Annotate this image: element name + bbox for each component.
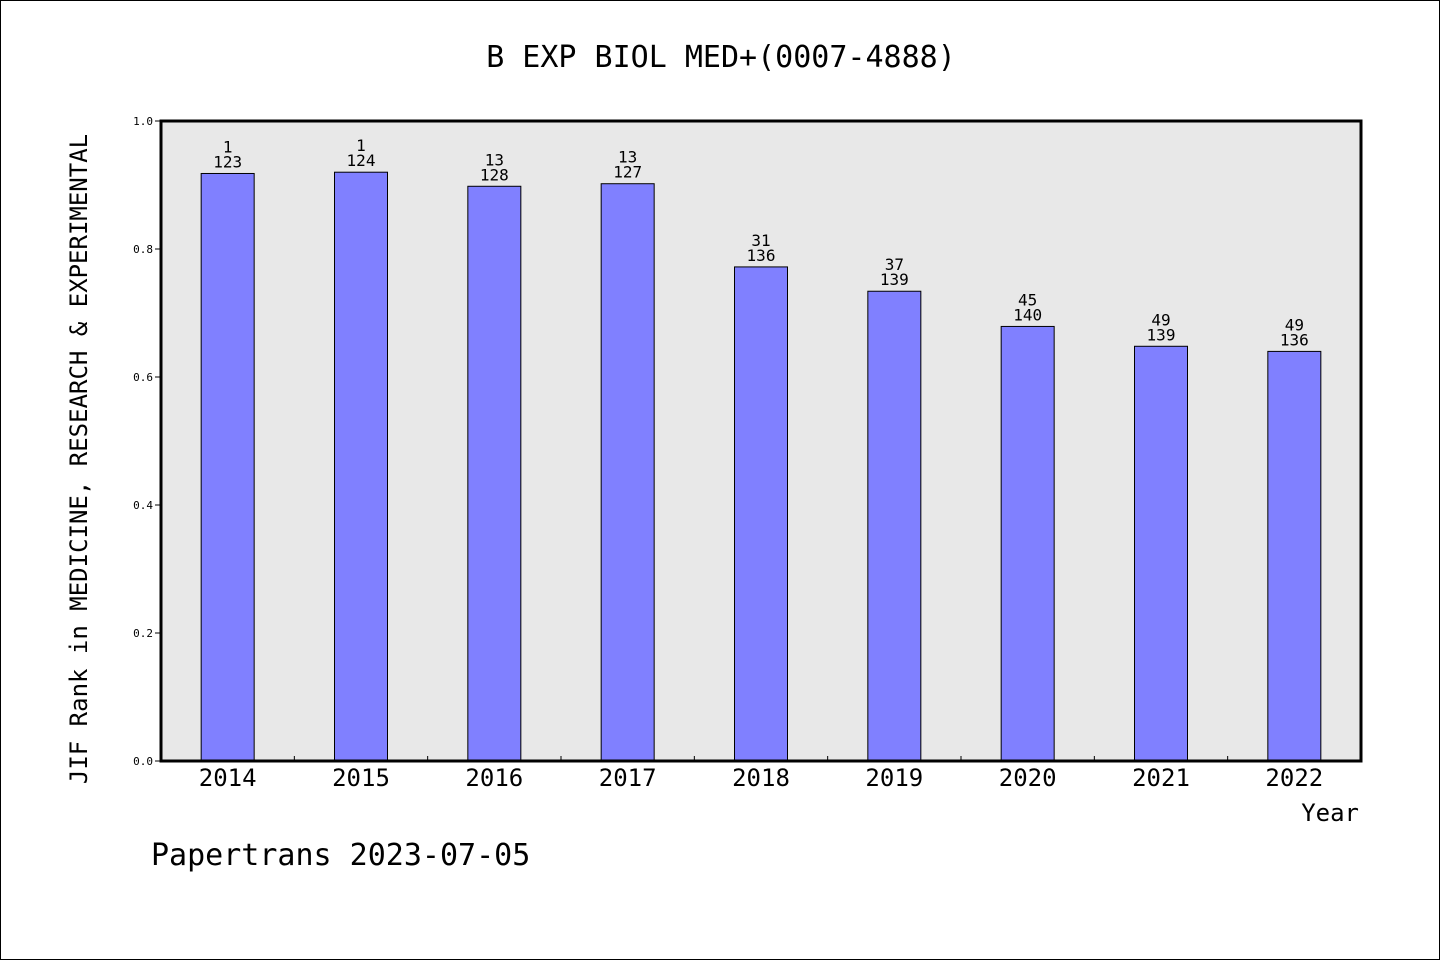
bar-total-label-2021: 139	[1147, 325, 1176, 344]
x-tick-label-2021: 2021	[1132, 764, 1190, 792]
y-tick-label: 0.2	[133, 627, 153, 640]
bar-total-label-2018: 136	[747, 246, 776, 265]
bar-2021	[1134, 345, 1188, 762]
bar-rank-label-2018: 31	[751, 231, 770, 250]
bar-total-label-2020: 140	[1013, 305, 1042, 324]
x-tick-label-2022: 2022	[1265, 764, 1323, 792]
x-ticks-group: 2014 2015 2016 2017 2018 2019 2020 2021 2022	[199, 756, 1323, 792]
bar-total-label-2014: 123	[213, 152, 242, 171]
bar-total-label-2017: 127	[613, 163, 642, 182]
bar-2019	[867, 290, 922, 762]
bar-rank-label-2016: 13	[485, 150, 504, 169]
bar-rank-label-2021: 49	[1151, 310, 1170, 329]
y-axis-label: JIF Rank in MEDICINE, RESEARCH & EXPERIM…	[65, 134, 93, 784]
bar-2022	[1267, 350, 1322, 762]
bar-rank-label-2014: 1	[223, 137, 233, 156]
x-tick-label-2014: 2014	[199, 764, 257, 792]
x-tick-label-2020: 2020	[999, 764, 1057, 792]
bar-2014	[200, 172, 255, 762]
bar-2016	[467, 185, 522, 762]
bar-total-label-2015: 124	[347, 151, 376, 170]
y-tick-label: 1.0	[133, 115, 153, 128]
y-tick-label: 0.6	[133, 371, 153, 384]
bar-rank-label-2017: 13	[618, 148, 637, 167]
bar-rank-label-2020: 45	[1018, 290, 1037, 309]
footer-text: Papertrans 2023-07-05	[151, 838, 530, 873]
bar-rank-label-2022: 49	[1285, 315, 1304, 334]
bar-total-label-2022: 136	[1280, 330, 1309, 349]
x-tick-label-2017: 2017	[599, 764, 657, 792]
bar-total-label-2016: 128	[480, 165, 509, 184]
x-tick-label-2018: 2018	[732, 764, 790, 792]
bar-2018	[734, 266, 788, 762]
plot-border	[159, 119, 1363, 763]
x-axis-label: Year	[1301, 799, 1359, 827]
bar-rank-label-2015: 1	[356, 136, 366, 155]
bars-group	[200, 171, 1322, 762]
y-ticks-group: 0.0 0.2 0.4 0.6 0.8 1.0	[133, 115, 161, 768]
bar-2015	[334, 171, 388, 762]
bar-rank-label-2019: 37	[885, 255, 904, 274]
bar-2017	[600, 183, 655, 762]
y-tick-label: 0.4	[133, 499, 153, 512]
bar-2020	[1000, 325, 1055, 762]
y-tick-label: 0.0	[133, 755, 153, 768]
x-tick-label-2015: 2015	[332, 764, 390, 792]
chart-title: B EXP BIOL MED+(0007-4888)	[486, 40, 956, 75]
x-tick-label-2019: 2019	[865, 764, 923, 792]
y-tick-label: 0.8	[133, 243, 153, 256]
x-tick-label-2016: 2016	[465, 764, 523, 792]
bar-total-label-2019: 139	[880, 270, 909, 289]
